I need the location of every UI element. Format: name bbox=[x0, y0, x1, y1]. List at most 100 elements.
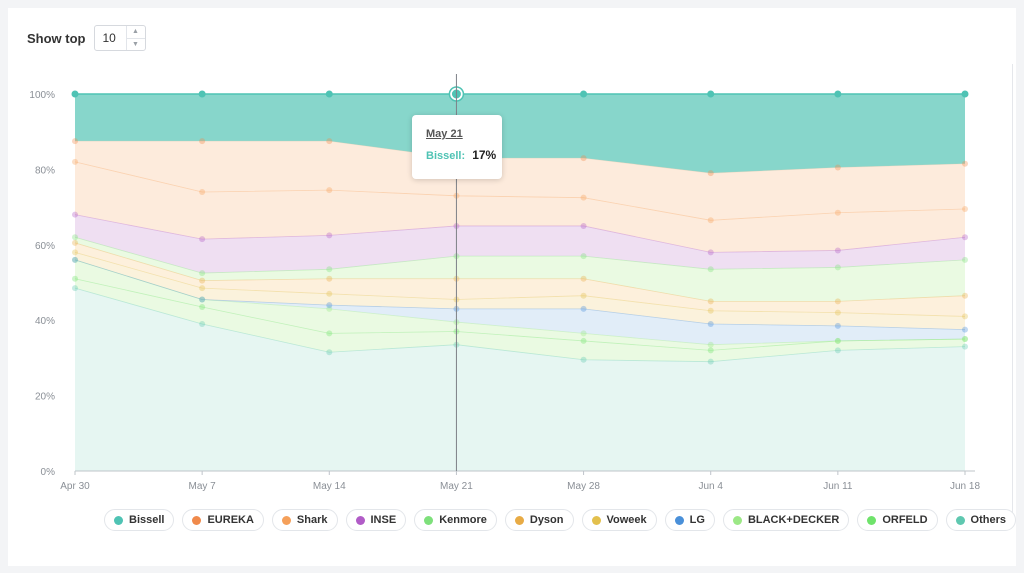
point-shark bbox=[834, 209, 841, 216]
legend-item-orfeld[interactable]: ORFELD bbox=[857, 509, 938, 531]
x-tick-label: Jun 4 bbox=[698, 481, 723, 492]
point-black-decker bbox=[707, 341, 714, 348]
legend-item-others[interactable]: Others bbox=[945, 509, 1017, 531]
x-tick-label: May 21 bbox=[440, 481, 473, 492]
legend-item-shark[interactable]: Shark bbox=[271, 509, 338, 531]
chevron-down-icon[interactable]: ▼ bbox=[126, 37, 145, 51]
tooltip-date: May 21 bbox=[426, 128, 463, 140]
chart-legend: Bissell EUREKA Shark INSE Kenmore Dyson Voweek… bbox=[104, 509, 1017, 531]
point-others bbox=[962, 343, 968, 350]
line-eureka bbox=[75, 140, 966, 174]
point-voweek bbox=[962, 313, 968, 320]
point-voweek bbox=[834, 309, 841, 316]
legend-item-voweek[interactable]: Voweek bbox=[581, 509, 657, 531]
point-kenmore bbox=[72, 234, 78, 241]
point-lg bbox=[72, 256, 78, 263]
point-black-decker bbox=[199, 296, 206, 303]
point-shark bbox=[199, 189, 206, 196]
point-shark bbox=[707, 217, 714, 224]
point-orfeld bbox=[834, 337, 841, 344]
point-black-decker bbox=[962, 336, 968, 343]
area-lg bbox=[75, 259, 965, 345]
x-tick-label: Jun 18 bbox=[950, 481, 980, 492]
point-eureka bbox=[834, 164, 841, 171]
area-voweek bbox=[75, 252, 965, 330]
legend-label: Voweek bbox=[606, 514, 647, 526]
area-shark bbox=[75, 161, 965, 253]
legend-item-black-decker[interactable]: BLACK+DECKER bbox=[722, 509, 850, 531]
point-dyson bbox=[580, 275, 587, 282]
legend-item-kenmore[interactable]: Kenmore bbox=[414, 509, 497, 531]
legend-item-eureka[interactable]: EUREKA bbox=[182, 509, 264, 531]
legend-label: EUREKA bbox=[207, 514, 254, 526]
x-tick-label: May 14 bbox=[313, 481, 346, 492]
point-others bbox=[199, 320, 206, 327]
legend-dot-icon bbox=[424, 515, 434, 525]
point-eureka bbox=[326, 138, 333, 145]
show-top-value[interactable]: 10 bbox=[102, 31, 116, 45]
legend-item-lg[interactable]: LG bbox=[664, 509, 715, 531]
point-lg bbox=[707, 320, 714, 327]
point-lg bbox=[199, 296, 206, 303]
legend-item-dyson[interactable]: Dyson bbox=[504, 509, 574, 531]
area-orfeld bbox=[75, 278, 965, 362]
legend-dot-icon bbox=[281, 515, 291, 525]
point-dyson bbox=[834, 298, 841, 305]
point-black-decker bbox=[72, 256, 78, 263]
line-shark bbox=[74, 161, 966, 221]
point-inse bbox=[834, 247, 841, 254]
point-orfeld bbox=[199, 304, 206, 311]
point-dyson bbox=[326, 275, 333, 282]
panel-divider bbox=[1012, 64, 1013, 516]
line-kenmore bbox=[74, 236, 966, 274]
point-bissell bbox=[707, 90, 715, 98]
y-tick-label: 20% bbox=[35, 392, 55, 403]
line-dyson bbox=[74, 242, 966, 302]
point-voweek bbox=[707, 307, 714, 314]
point-bissell bbox=[961, 90, 969, 98]
legend-dot-icon bbox=[514, 515, 524, 525]
legend-dot-icon bbox=[355, 515, 365, 525]
point-inse bbox=[707, 249, 714, 256]
y-tick-label: 0% bbox=[41, 467, 56, 478]
point-black-decker bbox=[580, 330, 587, 337]
y-tick-label: 80% bbox=[35, 165, 55, 176]
area-eureka bbox=[75, 141, 965, 221]
y-tick-label: 60% bbox=[35, 241, 55, 252]
point-kenmore bbox=[707, 266, 714, 273]
show-top-stepper[interactable]: 10 ▲ ▼ bbox=[93, 25, 146, 51]
point-voweek bbox=[326, 290, 333, 297]
point-others bbox=[326, 349, 333, 356]
legend-dot-icon bbox=[674, 515, 684, 525]
point-lg bbox=[962, 326, 968, 333]
point-eureka bbox=[72, 138, 78, 145]
point-lg bbox=[834, 322, 841, 329]
x-tick-label: Apr 30 bbox=[60, 481, 90, 492]
point-inse bbox=[580, 222, 587, 229]
legend-item-bissell[interactable]: Bissell bbox=[104, 509, 175, 531]
point-bissell bbox=[71, 90, 79, 98]
legend-dot-icon bbox=[591, 515, 601, 525]
point-inse bbox=[199, 236, 206, 243]
point-orfeld bbox=[326, 330, 333, 337]
legend-label: Others bbox=[970, 514, 1007, 526]
point-bissell bbox=[834, 90, 842, 98]
point-kenmore bbox=[199, 270, 206, 277]
point-shark bbox=[962, 205, 968, 212]
area-bissell bbox=[75, 94, 965, 174]
legend-label: Kenmore bbox=[439, 514, 487, 526]
area-others bbox=[75, 288, 965, 471]
point-shark bbox=[72, 158, 78, 165]
point-others bbox=[707, 358, 714, 365]
point-inse bbox=[962, 234, 968, 241]
point-black-decker bbox=[326, 305, 333, 312]
chevron-up-icon[interactable]: ▲ bbox=[132, 28, 139, 36]
point-eureka bbox=[707, 170, 714, 177]
legend-label: ORFELD bbox=[882, 514, 928, 526]
x-tick-label: May 28 bbox=[567, 481, 600, 492]
point-bissell bbox=[580, 90, 588, 98]
point-others bbox=[834, 347, 841, 354]
legend-label: Shark bbox=[296, 514, 328, 526]
legend-item-inse[interactable]: INSE bbox=[345, 509, 407, 531]
